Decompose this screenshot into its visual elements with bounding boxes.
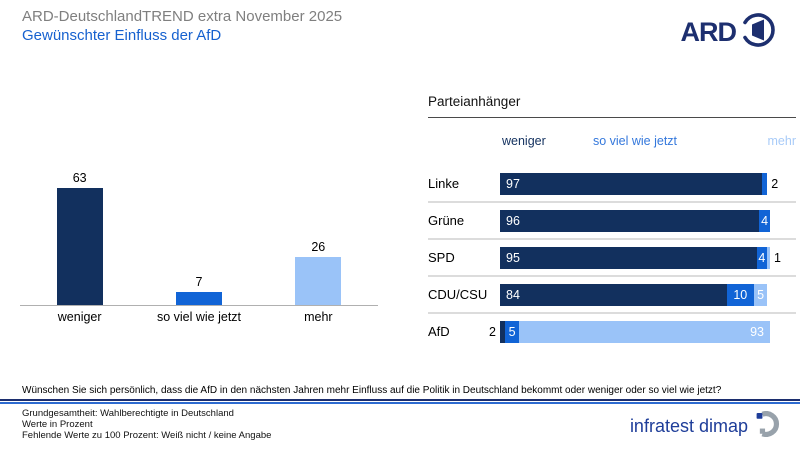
segment-so-viel-wie-jetzt: [761, 172, 768, 195]
segment-weniger: 84: [500, 283, 727, 306]
segment-so-viel-wie-jetzt: 5: [505, 320, 519, 343]
ard-wordmark: ARD: [680, 17, 737, 47]
stacked-bar: 96 4: [500, 209, 770, 232]
segment-value-inside: 5: [508, 324, 516, 339]
segment-mehr: 5: [753, 283, 768, 306]
footnotes: Grundgesamtheit: Wahlberechtigte in Deut…: [22, 408, 271, 441]
segment-mehr: [767, 246, 770, 269]
footnote-line: Werte in Prozent: [22, 419, 93, 430]
bar-weniger: [56, 188, 103, 305]
footnote-line: Fehlende Werte zu 100 Prozent: Weiß nich…: [22, 430, 272, 441]
segment-so-viel-wie-jetzt: 4: [759, 209, 770, 232]
vbar-column: 63: [20, 171, 139, 305]
column-headers: weniger so viel wie jetzt mehr: [428, 134, 796, 152]
infratest-dimap-logo: infratest dimap: [630, 411, 780, 442]
bar-value-label: 26: [311, 240, 326, 254]
category-labels: weniger so viel wie jetzt mehr: [20, 310, 378, 324]
segment-value-inside: 4: [761, 213, 769, 228]
header-mehr: mehr: [767, 134, 796, 148]
segment-value-outside: 2: [771, 176, 779, 191]
segment-weniger: 96: [500, 209, 760, 232]
party-row: SPD 95 4 1: [428, 238, 796, 275]
page-title: ARD-DeutschlandTREND extra November 2025: [22, 8, 343, 25]
panel-title-rule: [428, 117, 796, 118]
segment-value-inside: 96: [506, 213, 520, 228]
survey-question: Wünschen Sie sich persönlich, dass die A…: [22, 385, 722, 396]
infratest-dimap-icon: [754, 411, 780, 442]
party-row: CDU/CSU 84 10 5: [428, 275, 796, 312]
party-row: Linke 97 2: [428, 166, 796, 201]
ard-one-icon: [738, 10, 778, 55]
vbar-column: 26: [259, 240, 378, 305]
stacked-bar: 95 4 1: [500, 246, 781, 269]
segment-value-outside: 2: [489, 324, 496, 339]
category-label: weniger: [57, 310, 102, 324]
bar-so viel wie jetzt: [175, 292, 222, 305]
header-weniger: weniger: [502, 134, 546, 148]
header-so-viel-wie-jetzt: so viel wie jetzt: [592, 134, 678, 148]
party-row: AfD 2 5 93: [428, 312, 796, 349]
bar-value-label: 63: [72, 171, 87, 185]
party-row: Grüne 96 4: [428, 201, 796, 238]
segment-weniger: 97: [500, 172, 762, 195]
party-label: SPD: [428, 250, 455, 265]
segment-value-inside: 93: [750, 324, 764, 339]
infratest-dimap-wordmark: infratest dimap: [629, 416, 748, 436]
segment-value-inside: 4: [758, 250, 766, 265]
segment-value-inside: 97: [506, 176, 520, 191]
segment-so-viel-wie-jetzt: 4: [756, 246, 768, 269]
segment-mehr: 93: [518, 320, 770, 343]
axis-baseline: [20, 305, 378, 306]
party-label: AfD: [428, 324, 450, 339]
segment-value-inside: 5: [757, 287, 765, 302]
stacked-bar: 2 5 93: [489, 320, 770, 343]
footnote-line: Grundgesamtheit: Wahlberechtigte in Deut…: [22, 408, 234, 419]
segment-value-inside: 10: [733, 287, 748, 302]
segment-weniger: 95: [500, 246, 757, 269]
page-subtitle: Gewünschter Einfluss der AfD: [22, 27, 222, 44]
divider-navy: [0, 399, 800, 401]
stacked-bar: 84 10 5: [500, 283, 770, 306]
segment-value-inside: 95: [506, 250, 520, 265]
category-label: mehr: [304, 310, 333, 324]
party-rows: Linke 97 2 Grüne 96 4 SPD 95 4 1 CDU/CSU 84 10 5 AfD 2 5…: [428, 166, 796, 349]
stacked-bar: 97 2: [500, 172, 778, 195]
party-panel: Parteianhänger weniger so viel wie jetzt…: [428, 94, 796, 349]
ard-logo: ARD: [681, 10, 779, 55]
segment-weniger: [500, 320, 506, 343]
bar-mehr: [295, 257, 342, 305]
category-label: so viel wie jetzt: [156, 310, 242, 324]
segment-so-viel-wie-jetzt: 10: [726, 283, 754, 306]
party-label: CDU/CSU: [428, 287, 488, 302]
divider-blue: [0, 402, 800, 404]
overall-bar-chart: 63 7 26 weniger so viel wie jetzt mehr: [20, 158, 378, 324]
party-label: Linke: [428, 176, 460, 191]
party-panel-title: Parteianhänger: [428, 94, 521, 109]
bar-area: 63 7 26: [20, 158, 378, 305]
segment-value-outside: 1: [774, 250, 781, 265]
vbar-column: 7: [139, 275, 258, 305]
bar-value-label: 7: [195, 275, 203, 289]
party-label: Grüne: [428, 213, 465, 228]
segment-value-inside: 84: [506, 287, 520, 302]
